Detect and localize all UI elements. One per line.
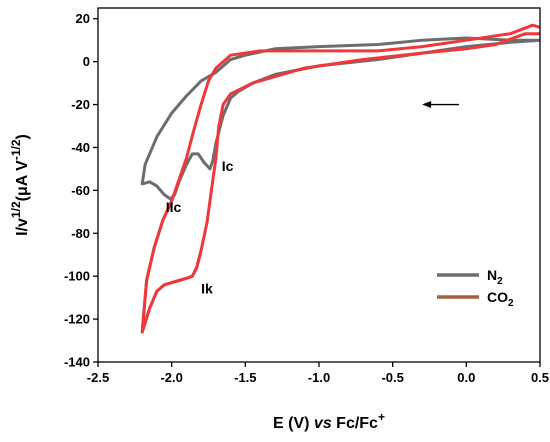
x-axis-title: E (V) vs Fc/Fc+: [273, 410, 385, 432]
x-tick-label: 0.0: [457, 370, 475, 385]
peak-label: Ik: [201, 280, 213, 296]
annotations: Ic IIc Ik: [166, 101, 459, 296]
y-axis-title: I/v1/2(μA V-1/2): [9, 134, 31, 236]
y-tick-label: -80: [71, 226, 90, 241]
x-tick-label: -2.0: [160, 370, 182, 385]
peak-label: Ic: [222, 158, 234, 174]
legend-label: CO2: [487, 289, 514, 309]
series-line-3: [140, 23, 540, 334]
plot-area: [140, 23, 540, 334]
x-tick-label: -1.0: [308, 370, 330, 385]
axes: -2.5 -2.0 -1.5 -1.0 -0.5 0.0 0.5 -140 -120 -100 -8…: [9, 7, 549, 432]
x-tick-label: -2.5: [87, 370, 109, 385]
y-tick-label: -60: [71, 183, 90, 198]
legend-label: N2: [487, 267, 503, 287]
arrow-head-icon: [422, 101, 432, 109]
y-tick-label: 20: [76, 11, 90, 26]
x-tick-label: -1.5: [234, 370, 256, 385]
y-tick-label: -140: [64, 355, 90, 370]
plot-frame: [97, 7, 541, 363]
y-tick-label: -40: [71, 140, 90, 155]
x-tick-label: 0.5: [531, 370, 549, 385]
x-tick-label: -0.5: [381, 370, 403, 385]
y-tick-label: 0: [83, 54, 90, 69]
y-tick-label: -120: [64, 312, 90, 327]
peak-label: IIc: [166, 199, 182, 215]
y-tick-label: -20: [71, 97, 90, 112]
y-tick-label: -100: [64, 269, 90, 284]
